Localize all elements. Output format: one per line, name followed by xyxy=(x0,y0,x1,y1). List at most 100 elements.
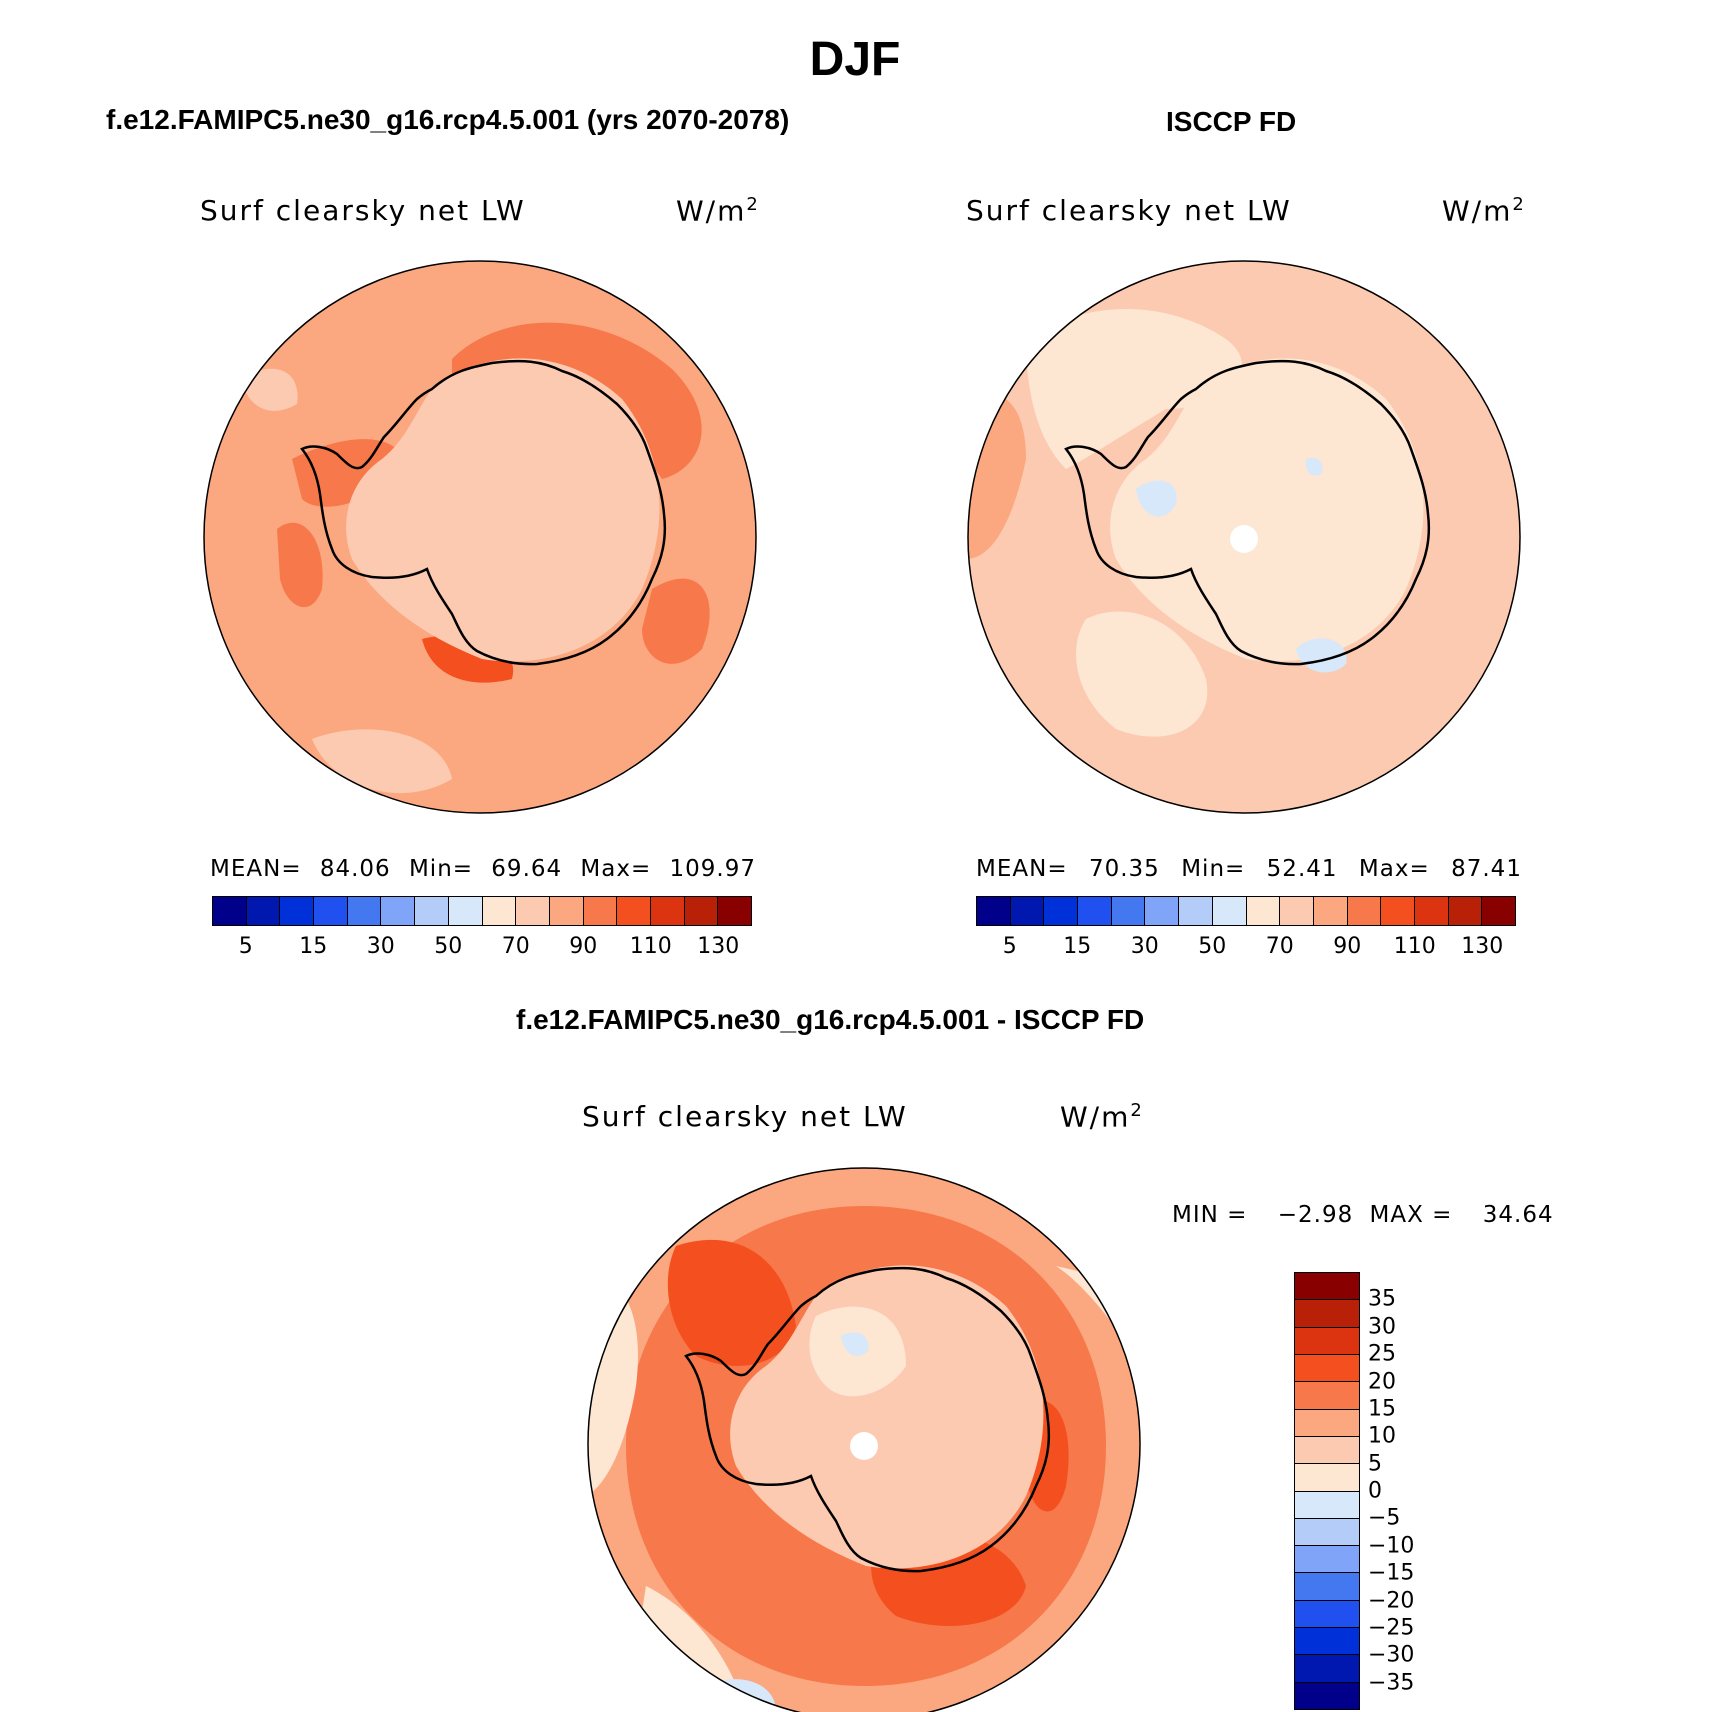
diff-colorbar-cell xyxy=(1295,1354,1359,1383)
model-colorbar-tick-label: 70 xyxy=(501,934,530,959)
model-colorbar-cell xyxy=(381,897,416,925)
obs-variable-label: Surf clearsky net LW xyxy=(966,194,1292,227)
model-min-value: 69.64 xyxy=(491,856,563,882)
diff-colorbar-tick-label: 30 xyxy=(1368,1314,1396,1340)
obs-colorbar-cell xyxy=(1179,897,1213,925)
model-colorbar-cell xyxy=(482,897,517,925)
model-hot-patch-sw xyxy=(277,522,323,608)
obs-colorbar-cell xyxy=(1381,897,1415,925)
model-map xyxy=(203,260,757,814)
diff-colorbar-tick-label: 5 xyxy=(1368,1451,1382,1477)
diff-variable-label: Surf clearsky net LW xyxy=(582,1100,908,1133)
diff-colorbar-tick-label: 25 xyxy=(1368,1341,1396,1367)
obs-colorbar-cell xyxy=(1246,897,1281,925)
diff-stats: MIN = −2.98 MAX = 34.64 xyxy=(1172,1202,1554,1228)
diff-colorbar-tick-label: −20 xyxy=(1368,1588,1415,1613)
model-colorbar-cell xyxy=(583,897,618,925)
model-colorbar-cell xyxy=(415,897,449,925)
model-panel-title: f.e12.FAMIPC5.ne30_g16.rcp4.5.001 (yrs 2… xyxy=(106,104,790,135)
obs-colorbar-cell xyxy=(1010,897,1045,925)
diff-panel-title: f.e12.FAMIPC5.ne30_g16.rcp4.5.001 - ISCC… xyxy=(516,1004,1145,1035)
diff-cool-patch-interior xyxy=(841,1332,869,1356)
obs-pale-patch-south xyxy=(1076,611,1208,737)
model-colorbar-cell xyxy=(684,897,719,925)
obs-map xyxy=(967,260,1521,814)
obs-colorbar-cell xyxy=(1212,897,1247,925)
diff-colorbar-tick-label: −30 xyxy=(1368,1642,1415,1668)
diff-colorbar-tick-label: 20 xyxy=(1368,1369,1396,1394)
diff-units-label: W/m2 xyxy=(1060,1100,1144,1133)
model-colorbar-tick-label: 110 xyxy=(629,934,672,959)
diff-map-boundary xyxy=(587,1167,1141,1712)
obs-colorbar-tick-label: 50 xyxy=(1198,934,1227,959)
obs-colorbar-cell xyxy=(1145,897,1180,925)
diff-colorbar-cell xyxy=(1295,1491,1359,1519)
diff-colorbar-cell xyxy=(1295,1436,1359,1465)
diff-units-text: W/m xyxy=(1060,1100,1131,1134)
obs-pale-band-north xyxy=(1026,309,1243,469)
diff-colorbar-tick-label: 0 xyxy=(1368,1478,1382,1504)
diff-colorbar-ticks: 35 30 25 20 15 10 5 0 −5 −10 −15 −20 −25 −30 −35 xyxy=(1368,1272,1448,1710)
model-colorbar-cell xyxy=(516,897,550,925)
model-colorbar-ticks: 5 15 30 50 70 90 110 130 xyxy=(212,934,752,964)
diff-colorbar-cell xyxy=(1295,1600,1359,1629)
model-colorbar-cell xyxy=(314,897,348,925)
model-colorbar-cell xyxy=(448,897,483,925)
model-mean-value: 84.06 xyxy=(319,856,391,882)
obs-colorbar-tick-label: 70 xyxy=(1265,934,1294,959)
obs-max-label: Max= xyxy=(1358,856,1430,882)
obs-panel-title: ISCCP FD xyxy=(1166,106,1297,137)
model-colorbar-tick-label: 90 xyxy=(569,934,598,959)
model-min-label: Min= xyxy=(408,856,474,882)
obs-colorbar-cell xyxy=(977,897,1011,925)
obs-colorbar-tick-label: 30 xyxy=(1130,934,1159,959)
obs-min-value: 52.41 xyxy=(1266,856,1338,882)
diff-colorbar-cell xyxy=(1295,1273,1359,1301)
obs-units-text: W/m xyxy=(1442,194,1513,228)
diff-colorbar-cell xyxy=(1295,1655,1359,1683)
obs-antarctica-interior xyxy=(1110,358,1424,662)
diff-max-label: MAX = xyxy=(1369,1202,1453,1228)
model-pale-patch-south xyxy=(312,729,452,794)
diff-colorbar-tick-label: 35 xyxy=(1368,1286,1396,1312)
obs-colorbar-tick-label: 15 xyxy=(1063,934,1092,959)
diff-antarctica-coastline xyxy=(684,1266,1051,1573)
obs-colorbar-cell xyxy=(1414,897,1449,925)
obs-colorbar-cell xyxy=(1448,897,1483,925)
diff-colorbar-tick-label: 10 xyxy=(1368,1423,1396,1449)
model-colorbar-tick-label: 5 xyxy=(238,934,253,959)
diff-colorbar-cell xyxy=(1295,1327,1359,1355)
diff-colorbar-cell xyxy=(1295,1409,1359,1437)
obs-colorbar-cell xyxy=(1280,897,1314,925)
model-colorbar-cell xyxy=(617,897,651,925)
model-colorbar-cell xyxy=(718,897,751,925)
diff-colorbar-cell xyxy=(1295,1518,1359,1547)
diff-colorbar-tick-label: 15 xyxy=(1368,1396,1396,1422)
diff-min-value: −2.98 xyxy=(1277,1202,1354,1228)
model-antarctica-coastline xyxy=(300,359,667,666)
obs-colorbar-cell xyxy=(1044,897,1079,925)
model-colorbar-tick-label: 130 xyxy=(697,934,740,959)
obs-units-exp: 2 xyxy=(1512,194,1526,215)
diff-colorbar-cell xyxy=(1295,1628,1359,1656)
diff-colorbar-tick-label: −25 xyxy=(1368,1615,1415,1641)
model-colorbar-cell xyxy=(280,897,315,925)
model-antarctica-interior xyxy=(346,358,660,662)
model-colorbar-cell xyxy=(650,897,685,925)
model-units-label: W/m2 xyxy=(676,194,760,227)
model-units-exp: 2 xyxy=(746,194,760,215)
model-pale-patch-nw xyxy=(242,368,298,411)
diff-units-exp: 2 xyxy=(1130,1100,1144,1121)
diff-colorbar-tick-label: −35 xyxy=(1368,1670,1415,1696)
diff-colorbar-tick-label: −10 xyxy=(1368,1533,1415,1559)
obs-max-value: 87.41 xyxy=(1451,856,1522,882)
obs-stats: MEAN= 70.35 Min= 52.41 Max= 87.41 xyxy=(976,856,1522,882)
diff-colorbar-cell xyxy=(1295,1573,1359,1601)
obs-units-label: W/m2 xyxy=(1442,194,1526,227)
obs-colorbar xyxy=(976,896,1516,926)
obs-colorbar-cell xyxy=(1482,897,1515,925)
obs-mean-value: 70.35 xyxy=(1088,856,1160,882)
obs-colorbar-cell xyxy=(1111,897,1146,925)
model-colorbar-cell xyxy=(246,897,281,925)
model-colorbar-tick-label: 15 xyxy=(299,934,328,959)
